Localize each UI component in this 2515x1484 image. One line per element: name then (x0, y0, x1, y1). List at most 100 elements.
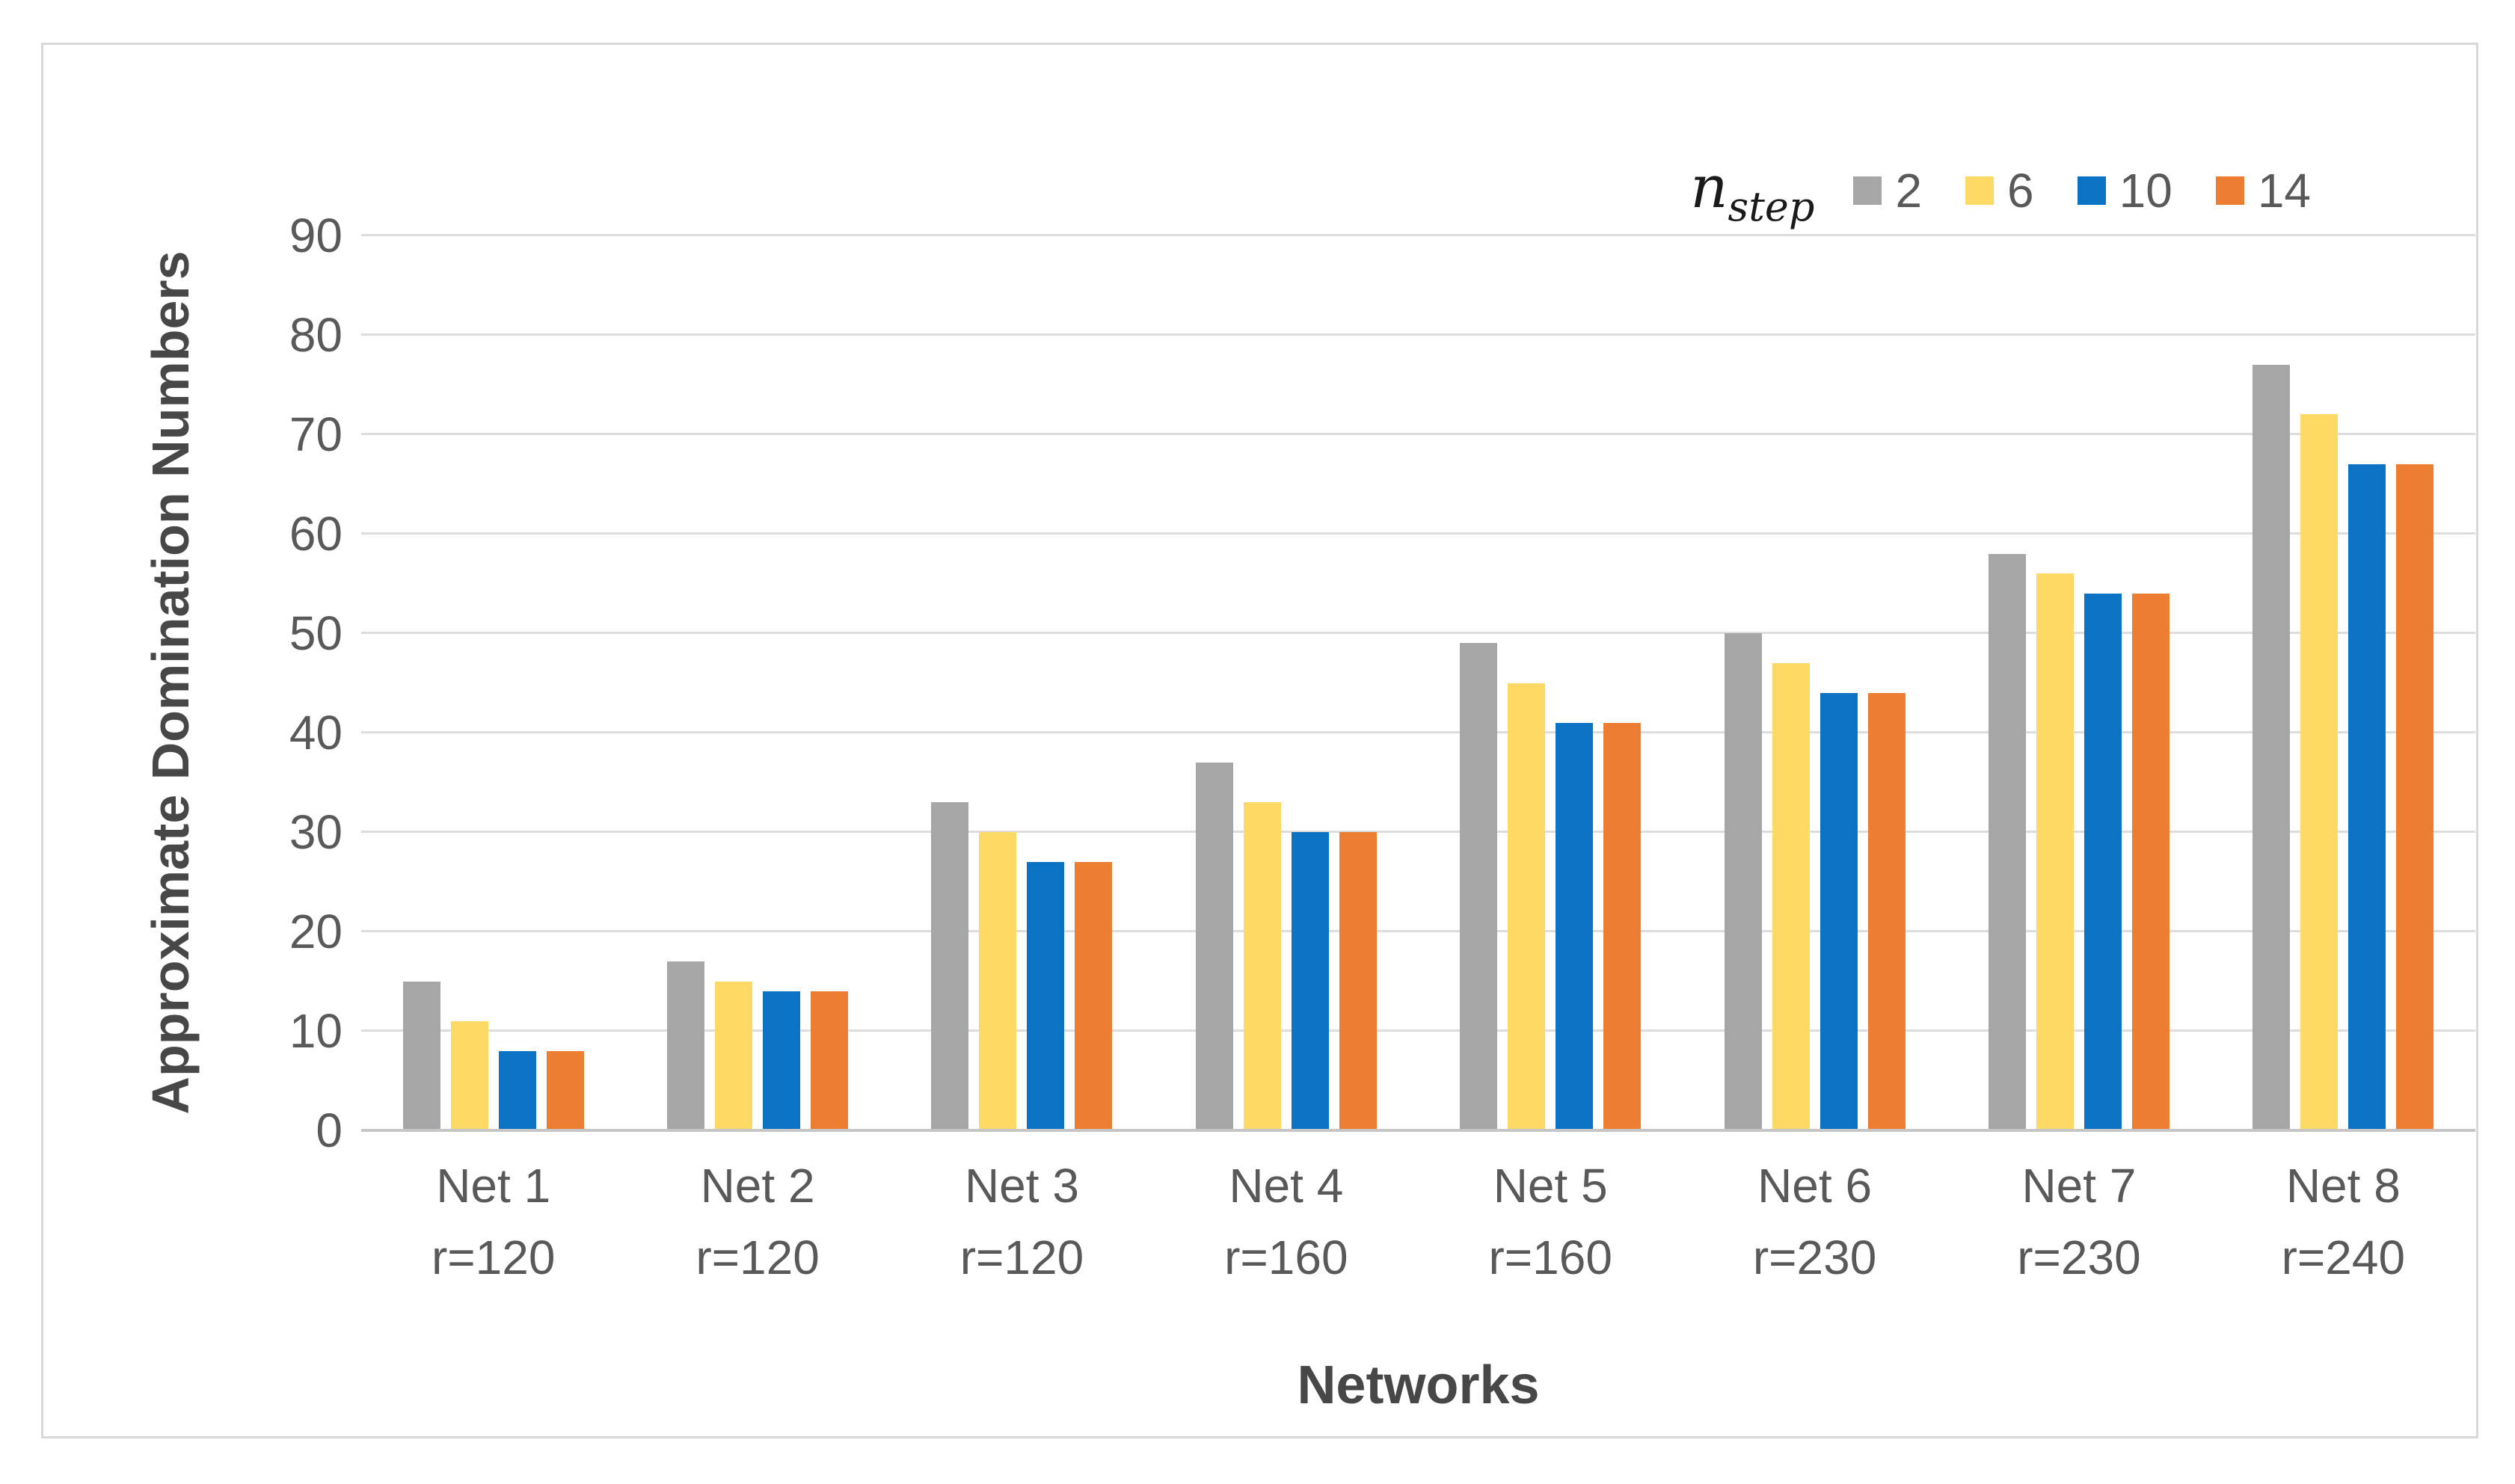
chart-frame: nstep 2 6 10 14 Approximate Domination Numb… (41, 43, 2478, 1438)
legend-label-14: 14 (2257, 164, 2311, 218)
category-label-net-4: Net 4 r=160 (1154, 1150, 1418, 1293)
category-radius: r=120 (431, 1231, 556, 1284)
bar-net-3-nstep-2 (931, 802, 969, 1130)
y-tick-label-60: 60 (289, 507, 343, 561)
bar-net-3-nstep-6 (979, 832, 1017, 1130)
gridline-y-70 (361, 433, 2475, 435)
bar-net-2-nstep-2 (667, 961, 705, 1130)
y-tick-label-50: 50 (289, 606, 343, 660)
bar-net-1-nstep-14 (546, 1050, 584, 1130)
bar-group-net-6 (1683, 235, 1947, 1130)
category-name: Net 1 (436, 1159, 551, 1213)
category-label-net-2: Net 2 r=120 (625, 1150, 889, 1293)
bar-net-5-nstep-6 (1508, 683, 1546, 1130)
legend-item-6: 6 (1965, 167, 2034, 215)
category-radius: r=230 (2017, 1231, 2141, 1284)
category-name: Net 2 (700, 1159, 815, 1213)
legend-item-14: 14 (2215, 164, 2311, 218)
bar-group-net-7 (1947, 235, 2211, 1130)
category-name: Net 8 (2285, 1159, 2401, 1213)
category-radius: r=160 (1224, 1231, 1348, 1284)
bar-group-net-2 (625, 235, 889, 1130)
y-tick-label-90: 90 (289, 209, 343, 262)
y-tick-label-0: 0 (316, 1103, 343, 1157)
category-label-net-5: Net 5 r=160 (1419, 1150, 1683, 1293)
gridline-y-30 (361, 831, 2475, 833)
bar-net-1-nstep-10 (498, 1050, 536, 1130)
category-name: Net 3 (964, 1159, 1079, 1213)
y-axis-title: Approximate Domination Numbers (141, 250, 200, 1115)
bar-net-7-nstep-2 (1988, 553, 2026, 1130)
category-radius: r=160 (1488, 1231, 1612, 1284)
bar-group-net-3 (890, 235, 1154, 1130)
category-label-net-1: Net 1 r=120 (361, 1150, 625, 1293)
gridline-y-90 (361, 234, 2475, 236)
category-radius: r=240 (2281, 1231, 2406, 1284)
y-tick-label-80: 80 (289, 308, 343, 362)
bar-net-6-nstep-2 (1724, 633, 1762, 1130)
x-axis-title: Networks (1297, 1355, 1540, 1415)
y-tick-label-40: 40 (289, 706, 343, 760)
bar-net-5-nstep-14 (1603, 722, 1642, 1130)
category-radius: r=120 (695, 1231, 820, 1284)
bar-group-net-1 (361, 235, 625, 1130)
bar-net-5-nstep-10 (1556, 722, 1594, 1130)
legend-swatch-2 (1853, 176, 1882, 205)
bar-net-3-nstep-14 (1075, 861, 1113, 1130)
legend-item-2: 2 (1853, 167, 1922, 215)
bar-net-6-nstep-6 (1772, 662, 1810, 1130)
bar-net-1-nstep-6 (450, 1020, 488, 1130)
bar-net-8-nstep-10 (2348, 464, 2386, 1130)
category-name: Net 4 (1229, 1159, 1344, 1213)
legend-title-subscript: step (1728, 183, 1815, 230)
bar-groups-container (361, 235, 2475, 1130)
y-tick-label-70: 70 (289, 407, 343, 461)
bar-net-2-nstep-6 (715, 981, 753, 1130)
category-name: Net 6 (1757, 1159, 1873, 1213)
legend-swatch-10 (2077, 176, 2106, 205)
bar-group-net-4 (1154, 235, 1418, 1130)
bar-group-net-5 (1419, 235, 1683, 1130)
bar-net-7-nstep-6 (2036, 573, 2074, 1130)
category-radius: r=120 (959, 1231, 1084, 1284)
legend-title-base: n (1690, 154, 1728, 221)
bar-net-4-nstep-6 (1243, 802, 1281, 1130)
gridline-y-40 (361, 731, 2475, 733)
category-label-net-7: Net 7 r=230 (1947, 1150, 2211, 1293)
gridline-y-80 (361, 333, 2475, 336)
category-radius: r=230 (1752, 1231, 1877, 1284)
category-name: Net 5 (1493, 1159, 1608, 1213)
x-axis-line (361, 1129, 2475, 1132)
x-axis-category-labels: Net 1 r=120 Net 2 r=120 Net 3 r=120 Net 4 r=160… (361, 1150, 2475, 1293)
legend-swatch-14 (2215, 176, 2244, 205)
bar-net-7-nstep-10 (2083, 593, 2122, 1130)
gridline-y-20 (361, 930, 2475, 932)
bar-group-net-8 (2211, 235, 2475, 1130)
bar-net-2-nstep-10 (763, 991, 801, 1130)
y-tick-label-20: 20 (289, 905, 343, 958)
bar-net-8-nstep-2 (2253, 364, 2291, 1130)
legend-swatch-6 (1965, 176, 1995, 205)
legend-item-10: 10 (2077, 167, 2172, 215)
legend-title: nstep (1690, 153, 1815, 230)
bar-net-7-nstep-14 (2131, 593, 2169, 1130)
legend-label-2: 2 (1895, 164, 1923, 218)
bar-net-3-nstep-10 (1027, 861, 1065, 1130)
y-tick-label-10: 10 (289, 1004, 343, 1058)
bar-net-4-nstep-10 (1291, 832, 1329, 1130)
bar-net-4-nstep-2 (1195, 762, 1233, 1130)
y-tick-label-30: 30 (289, 805, 343, 859)
category-name: Net 7 (2021, 1159, 2137, 1213)
category-label-net-8: Net 8 r=240 (2211, 1150, 2475, 1293)
bar-net-5-nstep-2 (1460, 643, 1498, 1130)
legend-label-6: 6 (2007, 164, 2034, 218)
bar-net-6-nstep-14 (1867, 692, 1906, 1130)
gridline-y-60 (361, 532, 2475, 535)
bar-net-8-nstep-14 (2396, 464, 2434, 1130)
bar-net-1-nstep-2 (402, 981, 440, 1130)
gridline-y-50 (361, 632, 2475, 634)
category-label-net-3: Net 3 r=120 (890, 1150, 1154, 1293)
plot-area (361, 234, 2475, 1132)
bar-net-6-nstep-10 (1820, 692, 1858, 1130)
